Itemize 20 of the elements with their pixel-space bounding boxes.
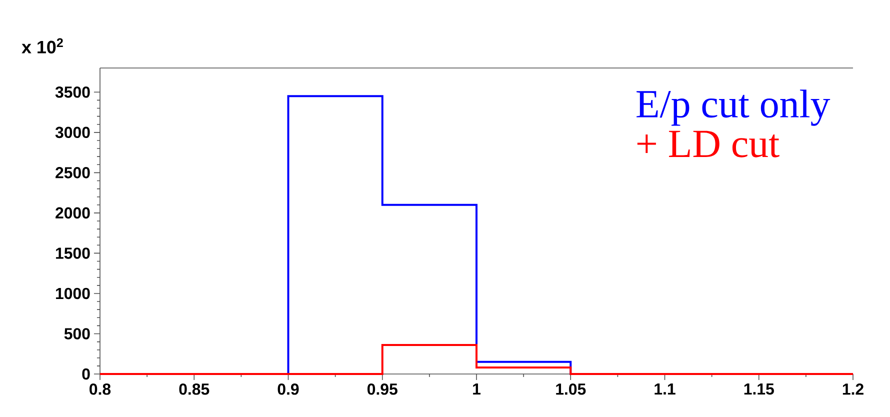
text: E/p cut only [636, 90, 830, 126]
y-tick-label: 2000 [56, 207, 90, 219]
x-tick-label: 0.8 [90, 384, 111, 395]
text: + LD cut [637, 130, 780, 158]
x-tick-label: 1 [473, 384, 480, 394]
x-tick-label: 0.95 [367, 384, 398, 395]
y-tick-label: 1500 [56, 248, 90, 259]
x-tick-label: 1.05 [556, 384, 586, 395]
y-tick-label: 500 [64, 328, 90, 340]
text: x 10$^{2}$ [22, 38, 63, 54]
x-tick-label: 0.9 [278, 384, 299, 395]
y-tick-label: 2500 [56, 167, 90, 178]
y-tick-label: 3500 [55, 86, 90, 98]
x-tick-label: 1.1 [654, 384, 676, 394]
y-tick-label: 3000 [55, 126, 90, 138]
y-tick-label: 1000 [56, 288, 90, 300]
x-tick-label: 1.15 [744, 384, 774, 395]
x-tick-label: 1.2 [842, 384, 864, 395]
y-tick-label: 0 [82, 368, 90, 380]
x-tick-label: 0.85 [179, 384, 210, 395]
